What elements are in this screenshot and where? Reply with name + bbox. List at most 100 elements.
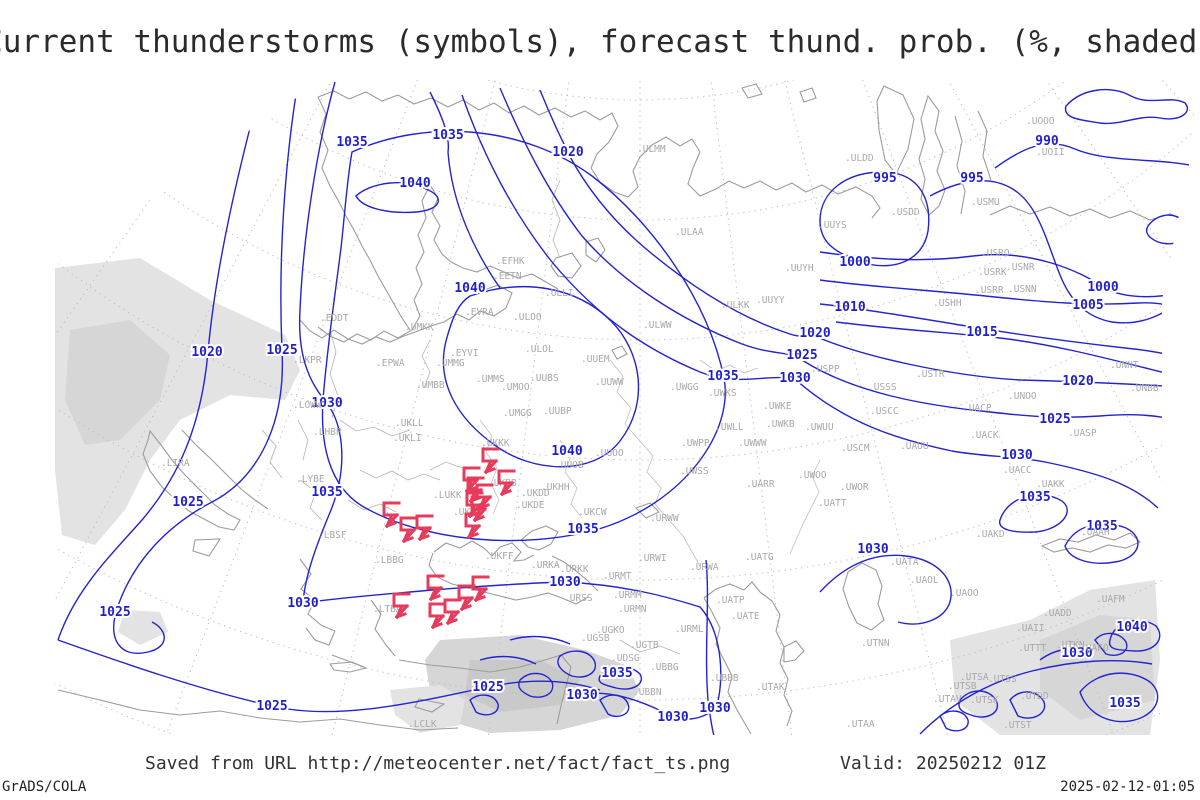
station-label: .UATA [890,557,919,568]
coastline [977,110,992,181]
isobar-label: 1030 [1061,646,1092,661]
thunderstorm-symbol [462,466,481,494]
country-border [619,639,681,655]
station-label: .UASP [1068,428,1097,439]
coastline [414,698,446,713]
isobar-1020 [539,89,1194,389]
station-label: .UGKO [596,625,625,636]
river [559,439,583,519]
valid-time-caption: Valid: 20250212 01Z [840,753,1046,774]
isobar-label: 1035 [1109,696,1140,711]
meridian-line [639,80,1194,735]
station-label: .UUWW [595,377,624,388]
station-label: .LTBA [373,604,402,615]
station-label: .UKFF [485,551,514,562]
station-label: .URMN [618,604,647,615]
isobar [509,635,571,645]
station-label: .EVRA [465,307,494,318]
coastline [398,654,572,725]
station-label: .UAOO [950,588,979,599]
station-label: .EPWA [376,358,405,369]
station-label: .UWWW [738,438,767,449]
thunderstorm-symbol-layer [382,447,516,630]
coastline [799,87,817,103]
coastline [759,591,793,727]
isobar-1035 [999,494,1068,533]
isobar-label: 1025 [266,343,297,358]
station-label: .UGSB [581,633,610,644]
isobar-label: 1035 [601,666,632,681]
station-label: .UUBS [530,373,559,384]
country-border [551,179,561,259]
isobar-layer [57,81,1194,735]
station-label: .UAKD [976,529,1005,540]
station-label: .UGTB [630,640,659,651]
station-label: .UAFM [1096,594,1125,605]
station-label: .UWPP [681,438,710,449]
isobar [518,672,554,698]
isobar-label: 1025 [172,495,203,510]
river [479,419,500,515]
isobar-1030 [819,554,952,625]
station-label: .ULAA [675,227,704,238]
coastline [347,283,513,345]
country-border [347,499,397,513]
station-label: .ULLI [545,288,574,299]
station-label: .UWKS [708,388,737,399]
station-label: .URMT [603,571,632,582]
coastline [842,562,885,631]
station-label: .UATT [818,498,847,509]
isobar-label: 990 [1035,134,1059,149]
station-label: .UMKK [405,322,434,333]
meridian-line [639,80,1194,735]
station-label: .UUOB [555,460,584,471]
coastline [329,661,368,673]
country-border [261,429,283,479]
station-label: .LHBP [313,427,342,438]
probability-shade-area [390,685,465,733]
coastline [918,94,946,216]
isobar-label: 1030 [779,371,810,386]
station-label: .UAKK [1036,479,1065,490]
station-label: .UATE [731,611,760,622]
isobar-label: 1010 [834,300,865,315]
coastline [370,599,396,657]
isobar-label: 1035 [707,369,738,384]
station-label: .UTAA [846,719,875,730]
isobar [1009,691,1046,719]
station-label: .UTDD [1020,691,1049,702]
isobar-label: 1035 [1019,490,1050,505]
isobar-995 [819,171,930,267]
station-label: .UMOO [501,382,530,393]
isobar-label: 1025 [99,605,130,620]
station-label: .URWI [638,553,667,564]
station-label: .LIRA [161,458,190,469]
isobar-label: 1035 [336,135,367,150]
isobar-label: 1030 [549,575,580,590]
isobar-1035 [1079,672,1159,723]
station-label: .ULKK [721,300,750,311]
station-label: .UNOO [1008,391,1037,402]
isobar [469,694,499,716]
station-label: .USTR [916,369,945,380]
country-border [421,339,431,389]
station-label: .UOII [1036,147,1065,158]
coastline [429,184,559,290]
station-label: .ULOO [513,312,542,323]
isobar-995 [929,180,1181,324]
isobar-label: 1040 [551,444,582,459]
probability-shade-area [65,320,170,445]
isobar-1040 [442,286,640,468]
coastline [142,429,241,531]
station-label: .UATP [716,595,745,606]
isobar-label: 1030 [566,688,597,703]
coastline [611,345,628,360]
country-border [429,461,463,471]
station-label: .UMMS [476,374,505,385]
river-layer [479,359,821,567]
thunderstorm-symbol [415,514,434,542]
station-label: .URKA [531,560,560,571]
thunderstorm-symbol [464,512,483,540]
station-label: .LCLK [408,719,437,730]
